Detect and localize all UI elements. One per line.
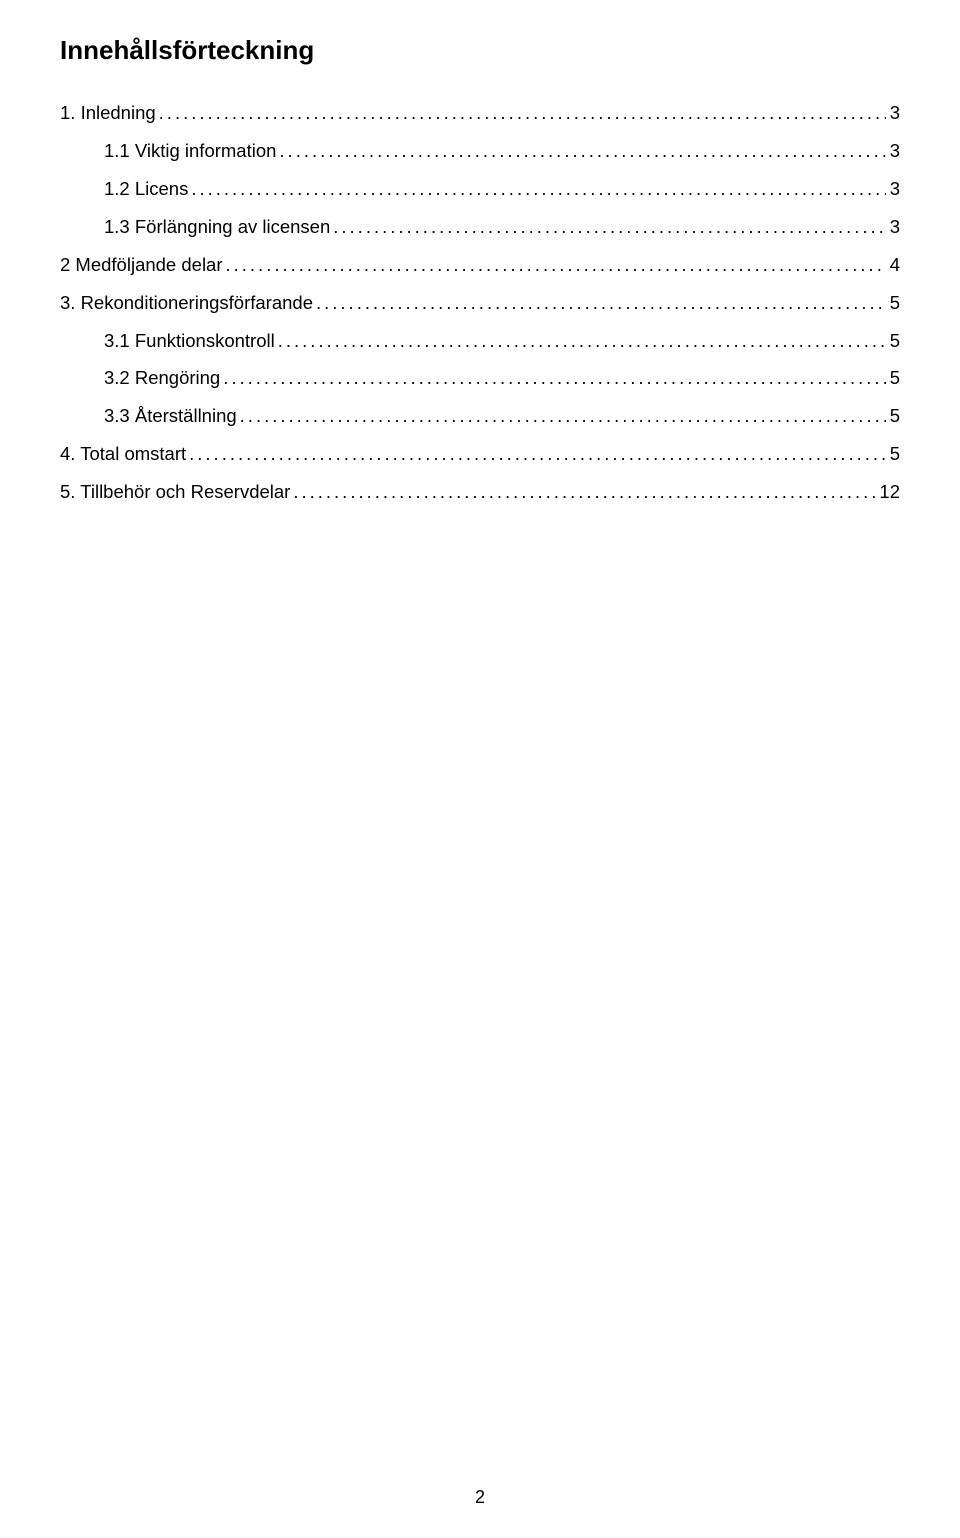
toc-entry: 1.3 Förlängning av licensen.............… xyxy=(60,208,900,246)
toc-entry-label: 1.2 Licens xyxy=(104,170,188,208)
toc-entry-page: 3 xyxy=(886,132,900,170)
toc-dot-leader: ........................................… xyxy=(290,473,875,511)
toc-dot-leader: ........................................… xyxy=(188,170,885,208)
toc-dot-leader: ........................................… xyxy=(223,246,886,284)
toc-entry-page: 5 xyxy=(886,435,900,473)
toc-entry: 3.1 Funktionskontroll...................… xyxy=(60,322,900,360)
toc-entry-page: 3 xyxy=(886,208,900,246)
toc-entry: 5. Tillbehör och Reservdelar............… xyxy=(60,473,900,511)
toc-entry-label: 3.1 Funktionskontroll xyxy=(104,322,275,360)
toc-entry-page: 12 xyxy=(875,473,900,511)
toc-entry-label: 1.3 Förlängning av licensen xyxy=(104,208,330,246)
toc-entry: 1. Inledning............................… xyxy=(60,94,900,132)
toc-dot-leader: ........................................… xyxy=(220,359,885,397)
toc-dot-leader: ........................................… xyxy=(275,322,886,360)
toc-entry: 4. Total omstart........................… xyxy=(60,435,900,473)
toc-dot-leader: ........................................… xyxy=(237,397,886,435)
toc-entry-label: 2 Medföljande delar xyxy=(60,246,223,284)
toc-entry: 3.3 Återställning.......................… xyxy=(60,397,900,435)
toc-entry-label: 3. Rekonditioneringsförfarande xyxy=(60,284,313,322)
toc-dot-leader: ........................................… xyxy=(276,132,885,170)
toc-entry-label: 4. Total omstart xyxy=(60,435,186,473)
toc-entry-page: 5 xyxy=(886,359,900,397)
toc-entry-page: 3 xyxy=(886,170,900,208)
toc-dot-leader: ........................................… xyxy=(156,94,886,132)
toc-entry-page: 5 xyxy=(886,284,900,322)
toc-entry-label: 1.1 Viktig information xyxy=(104,132,276,170)
toc-list: 1. Inledning............................… xyxy=(60,94,900,511)
toc-entry: 1.1 Viktig information..................… xyxy=(60,132,900,170)
toc-entry: 3.2 Rengöring...........................… xyxy=(60,359,900,397)
toc-entry: 3. Rekonditioneringsförfarande..........… xyxy=(60,284,900,322)
toc-entry-page: 5 xyxy=(886,397,900,435)
toc-entry-page: 3 xyxy=(886,94,900,132)
toc-dot-leader: ........................................… xyxy=(330,208,885,246)
toc-entry-label: 5. Tillbehör och Reservdelar xyxy=(60,473,290,511)
toc-entry-page: 5 xyxy=(886,322,900,360)
toc-title: Innehållsförteckning xyxy=(60,35,900,66)
toc-entry: 2 Medföljande delar.....................… xyxy=(60,246,900,284)
toc-entry-label: 1. Inledning xyxy=(60,94,156,132)
toc-dot-leader: ........................................… xyxy=(186,435,886,473)
toc-entry: 1.2 Licens..............................… xyxy=(60,170,900,208)
page-number: 2 xyxy=(475,1487,485,1508)
toc-dot-leader: ........................................… xyxy=(313,284,886,322)
toc-entry-page: 4 xyxy=(886,246,900,284)
toc-entry-label: 3.2 Rengöring xyxy=(104,359,220,397)
toc-entry-label: 3.3 Återställning xyxy=(104,397,237,435)
